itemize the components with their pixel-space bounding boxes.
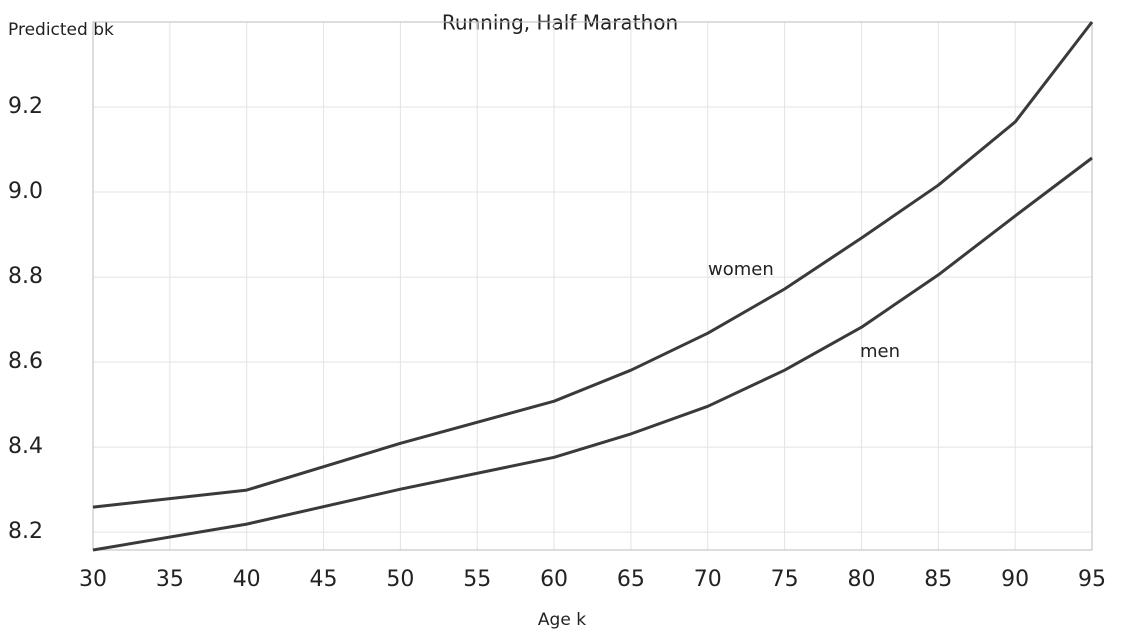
y-axis-label: Predicted bk xyxy=(8,20,114,40)
x-tick-label: 35 xyxy=(156,567,184,592)
x-tick-label: 30 xyxy=(79,567,107,592)
series-label: men xyxy=(860,341,900,362)
y-tick-label: 8.6 xyxy=(8,349,43,374)
x-tick-label: 60 xyxy=(540,567,568,592)
x-tick-label: 40 xyxy=(233,567,261,592)
y-tick-label: 9.2 xyxy=(8,94,43,119)
x-tick-label: 65 xyxy=(617,567,645,592)
x-tick-label: 50 xyxy=(386,567,414,592)
x-axis-label: Age k xyxy=(538,610,586,630)
line-series xyxy=(92,21,1094,509)
y-tick-label: 8.4 xyxy=(8,434,43,459)
x-tick-label: 45 xyxy=(310,567,338,592)
x-tick-label: 80 xyxy=(847,567,875,592)
series-label: women xyxy=(708,259,774,280)
x-tick-label: 90 xyxy=(1001,567,1029,592)
x-tick-label: 95 xyxy=(1078,567,1106,592)
plot-frame xyxy=(92,21,1093,551)
line-series xyxy=(92,156,1093,552)
y-tick-label: 8.2 xyxy=(8,519,43,544)
y-tick-label: 8.8 xyxy=(8,264,43,289)
y-tick-label: 9.0 xyxy=(8,179,43,204)
x-tick-label: 55 xyxy=(463,567,491,592)
x-tick-label: 75 xyxy=(771,567,799,592)
x-tick-label: 85 xyxy=(924,567,952,592)
x-tick-label: 70 xyxy=(694,567,722,592)
